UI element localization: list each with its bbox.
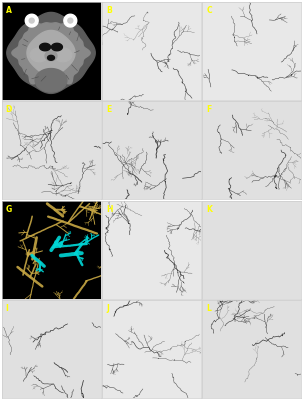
Polygon shape [35,68,67,92]
Text: F: F [206,105,212,114]
Text: E: E [106,105,111,114]
Polygon shape [54,48,72,62]
Polygon shape [45,51,57,61]
Text: D: D [5,105,12,114]
Text: J: J [106,304,109,313]
Polygon shape [25,14,38,27]
Polygon shape [52,43,62,51]
Polygon shape [48,55,55,60]
Text: B: B [106,6,112,15]
Text: G: G [5,205,12,214]
Text: I: I [5,304,8,313]
Text: H: H [106,205,112,214]
Polygon shape [7,12,95,93]
Text: C: C [206,6,212,15]
Polygon shape [30,48,48,62]
Polygon shape [29,18,34,23]
Text: A: A [5,6,11,15]
Text: K: K [206,205,212,214]
Polygon shape [12,22,90,84]
Polygon shape [40,43,51,51]
Polygon shape [64,14,77,27]
Polygon shape [68,18,73,23]
Polygon shape [27,30,75,75]
Text: L: L [206,304,211,313]
